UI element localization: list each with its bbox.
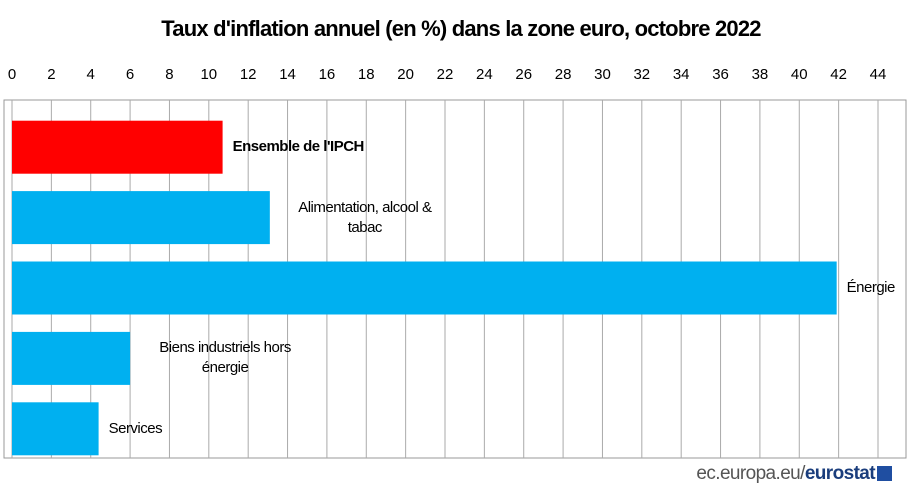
x-tick-label: 18 bbox=[358, 66, 375, 83]
bar-label: Biens industriels hors énergie bbox=[159, 339, 291, 377]
x-tick-label: 16 bbox=[319, 66, 336, 83]
bar-label: Services bbox=[108, 419, 163, 437]
source-site: ec.europa.eu/ bbox=[696, 463, 805, 484]
x-tick-label: 38 bbox=[752, 66, 769, 83]
footer: ec.europa.eu/eurostat bbox=[696, 463, 892, 485]
bar-label: Alimentation, alcool & tabac bbox=[298, 198, 432, 236]
bar bbox=[12, 331, 131, 385]
x-tick-label: 32 bbox=[633, 66, 650, 83]
bar bbox=[12, 402, 99, 456]
bar-label: Énergie bbox=[846, 279, 896, 296]
bar bbox=[12, 191, 270, 245]
bar bbox=[12, 120, 223, 174]
x-tick-label: 26 bbox=[515, 66, 532, 83]
plot-frame bbox=[3, 99, 907, 459]
x-tick-label: 24 bbox=[476, 66, 493, 83]
x-tick-label: 22 bbox=[437, 66, 454, 83]
x-tick-label: 42 bbox=[830, 66, 847, 83]
x-tick-label: 34 bbox=[673, 66, 690, 83]
x-tick-label: 20 bbox=[397, 66, 414, 83]
x-tick-label: 12 bbox=[240, 66, 257, 83]
x-tick-label: 44 bbox=[870, 66, 887, 83]
x-tick-label: 28 bbox=[555, 66, 572, 83]
x-tick-label: 4 bbox=[87, 66, 95, 83]
eu-flag bbox=[877, 466, 892, 481]
x-tick-label: 30 bbox=[594, 66, 611, 83]
x-tick-label: 8 bbox=[165, 66, 173, 83]
bar bbox=[12, 261, 837, 315]
x-tick-label: 2 bbox=[47, 66, 55, 83]
x-tick-label: 36 bbox=[712, 66, 729, 83]
bar-label: Ensemble de l'IPCH bbox=[232, 138, 365, 156]
x-tick-label: 0 bbox=[8, 66, 16, 83]
chart-title: Taux d'inflation annuel (en %) dans la z… bbox=[161, 16, 761, 41]
x-tick-label: 14 bbox=[279, 66, 296, 83]
x-tick-label: 10 bbox=[200, 66, 217, 83]
source-brand: eurostat bbox=[804, 463, 876, 484]
x-tick-label: 40 bbox=[791, 66, 808, 83]
x-tick-label: 6 bbox=[126, 66, 134, 83]
